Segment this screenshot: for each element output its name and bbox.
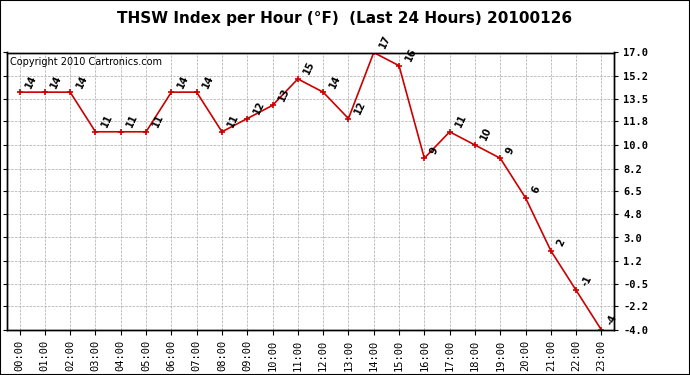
Text: 14: 14 (175, 73, 190, 89)
Text: 9: 9 (428, 145, 440, 155)
Text: 11: 11 (99, 112, 115, 129)
Text: 6: 6 (530, 185, 542, 195)
Text: -1: -1 (580, 274, 594, 288)
Text: 12: 12 (353, 99, 367, 116)
Text: 15: 15 (302, 60, 317, 76)
Text: 11: 11 (454, 112, 469, 129)
Text: 16: 16 (403, 46, 418, 63)
Text: 14: 14 (49, 73, 63, 89)
Text: 14: 14 (75, 73, 89, 89)
Text: 14: 14 (327, 73, 342, 89)
Text: Copyright 2010 Cartronics.com: Copyright 2010 Cartronics.com (10, 57, 162, 67)
Text: 12: 12 (251, 99, 266, 116)
Text: 11: 11 (125, 112, 139, 129)
Text: 11: 11 (226, 112, 241, 129)
Text: 14: 14 (23, 73, 39, 89)
Text: 17: 17 (378, 33, 393, 50)
Text: 14: 14 (201, 73, 215, 89)
Text: THSW Index per Hour (°F)  (Last 24 Hours) 20100126: THSW Index per Hour (°F) (Last 24 Hours)… (117, 11, 573, 26)
Text: 10: 10 (479, 126, 494, 142)
Text: 13: 13 (277, 86, 291, 103)
Text: 9: 9 (504, 145, 516, 155)
Text: -4: -4 (606, 313, 619, 327)
Text: 2: 2 (555, 238, 567, 248)
Text: 11: 11 (150, 112, 165, 129)
